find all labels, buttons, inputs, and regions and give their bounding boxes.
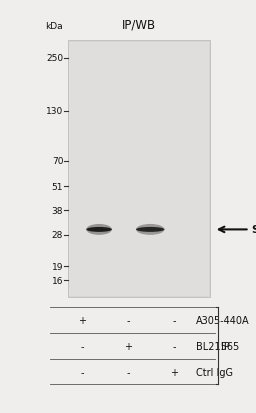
Text: -: - <box>80 341 84 351</box>
Text: +: + <box>124 341 132 351</box>
Text: A305-440A: A305-440A <box>196 316 249 325</box>
Bar <box>69 43 209 296</box>
Text: 130: 130 <box>46 107 63 116</box>
Text: -: - <box>126 316 130 325</box>
Text: -: - <box>172 316 176 325</box>
Text: kDa: kDa <box>46 22 63 31</box>
Ellipse shape <box>136 228 164 233</box>
Text: 250: 250 <box>46 54 63 63</box>
Ellipse shape <box>86 228 112 233</box>
Text: 19: 19 <box>52 262 63 271</box>
Text: -: - <box>172 341 176 351</box>
Text: +: + <box>170 367 178 377</box>
Text: IP: IP <box>221 341 230 351</box>
Text: -: - <box>126 367 130 377</box>
Text: SRPRB: SRPRB <box>251 225 256 235</box>
Text: +: + <box>78 316 86 325</box>
Text: 16: 16 <box>52 276 63 285</box>
Text: -: - <box>80 367 84 377</box>
Text: BL21565: BL21565 <box>196 341 239 351</box>
Text: 38: 38 <box>52 206 63 215</box>
Text: 70: 70 <box>52 157 63 166</box>
Text: 28: 28 <box>52 231 63 240</box>
Text: IP/WB: IP/WB <box>122 18 156 31</box>
Text: Ctrl IgG: Ctrl IgG <box>196 367 233 377</box>
Ellipse shape <box>136 224 164 235</box>
Bar <box>68 41 210 297</box>
Text: 51: 51 <box>52 183 63 192</box>
Ellipse shape <box>86 224 112 235</box>
